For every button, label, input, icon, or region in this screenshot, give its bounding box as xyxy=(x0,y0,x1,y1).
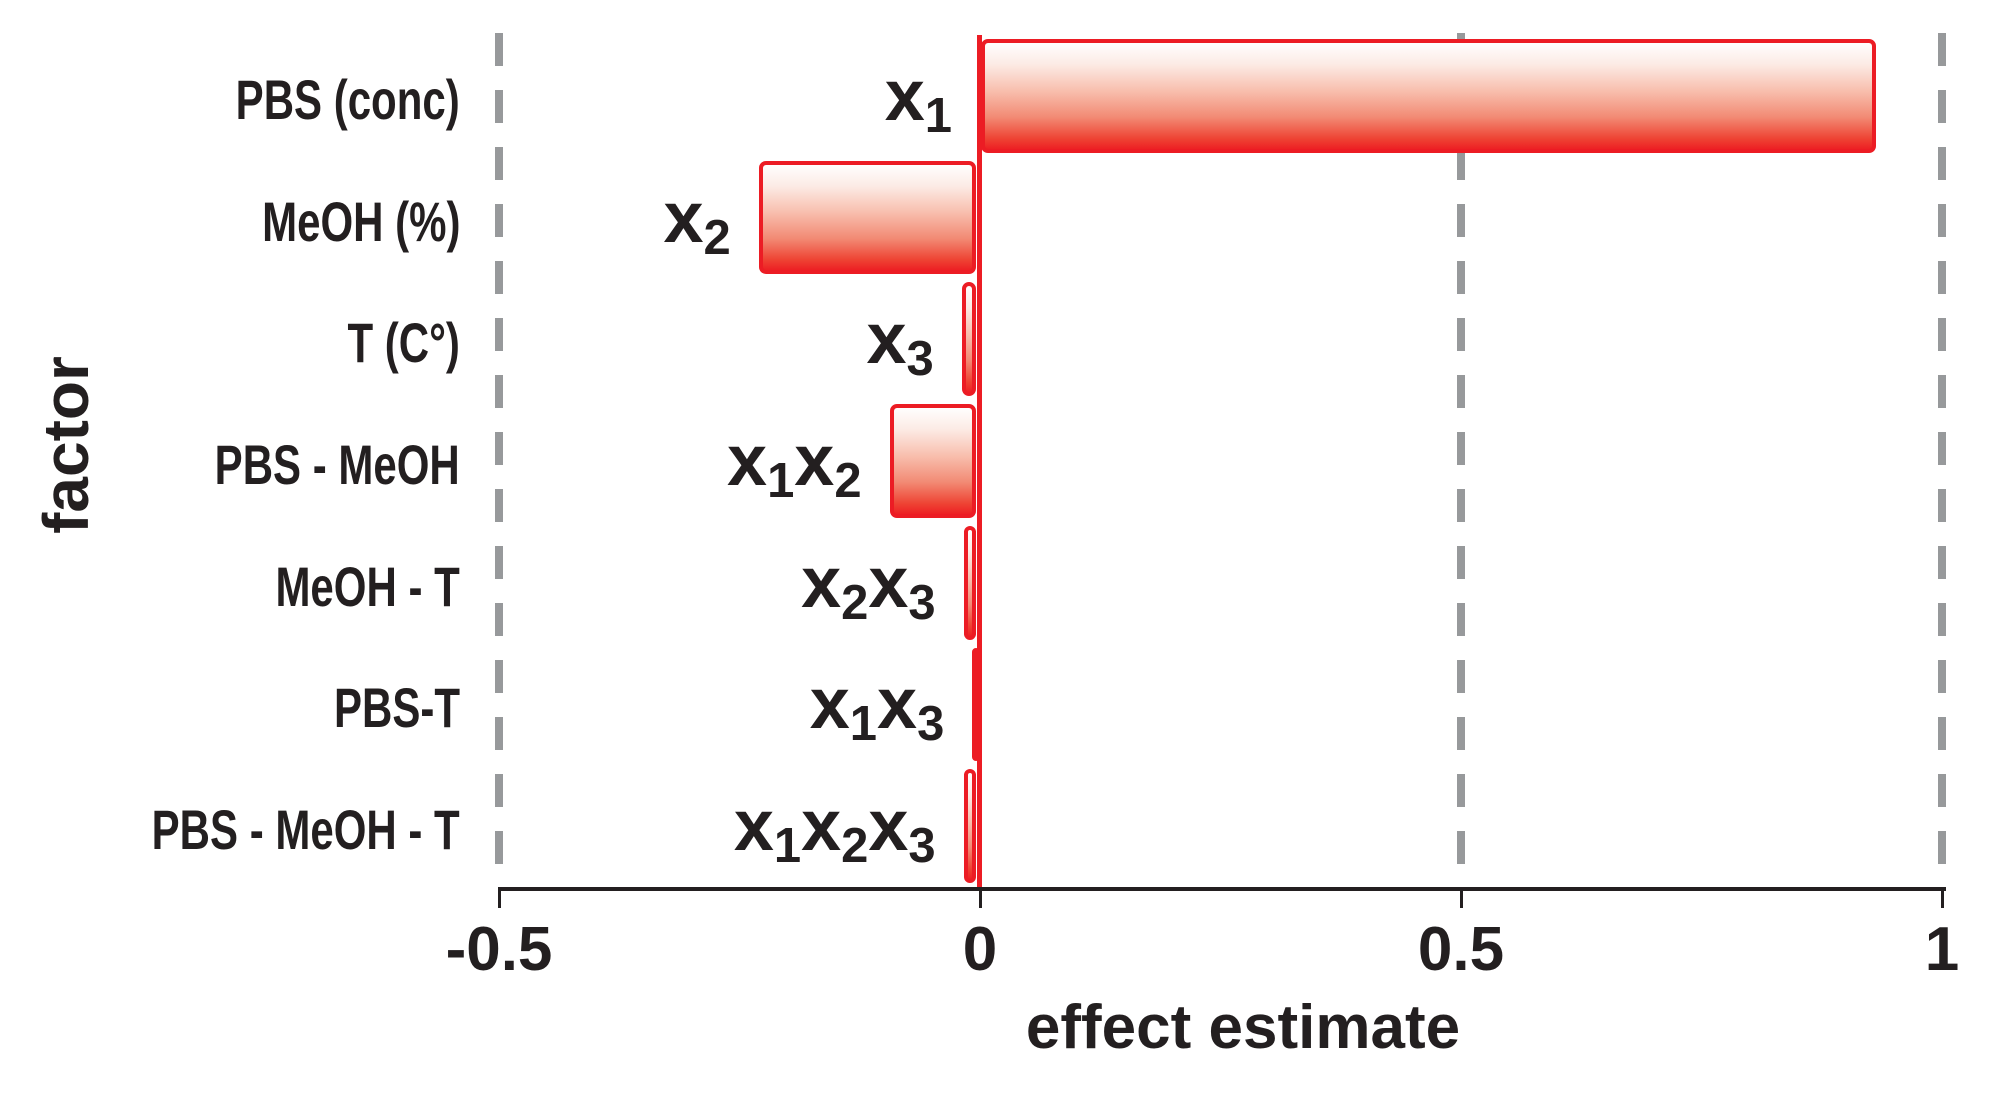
x-tick-1 xyxy=(1940,891,1944,908)
x-tick-label: 0.5 xyxy=(1417,915,1505,984)
y-axis-title: factor xyxy=(30,356,102,534)
effect-bar xyxy=(758,160,976,275)
x-axis-line xyxy=(498,887,1946,891)
bar-factor-code-label: x1x2x3 xyxy=(733,786,936,874)
category-label: PBS - MeOH - T xyxy=(151,798,460,862)
bar-factor-code-label: x3 xyxy=(866,299,934,387)
dashed-gridline--0.5 xyxy=(495,33,503,887)
x-tick-label: 1 xyxy=(1924,915,1960,984)
category-label: PBS-T xyxy=(334,676,460,740)
x-axis-title: effect estimate xyxy=(1025,993,1461,1062)
bar-factor-code-label: x1x2 xyxy=(727,420,862,509)
x-tick-0 xyxy=(978,891,982,908)
effect-bar xyxy=(963,525,976,640)
effect-bar xyxy=(972,647,981,762)
category-label: T (C°) xyxy=(347,311,460,375)
bar-factor-code-label: x1x3 xyxy=(809,664,945,752)
bar-factor-code-label: x2 xyxy=(663,177,731,265)
effect-bar xyxy=(961,282,976,397)
effect-bar xyxy=(889,404,976,518)
category-label: MeOH - T xyxy=(275,554,460,618)
category-label: PBS - MeOH xyxy=(214,432,460,496)
zero-baseline xyxy=(977,35,982,889)
effect-bar xyxy=(963,769,976,883)
x-tick-0.5 xyxy=(1459,891,1463,908)
x-tick-label: -0.5 xyxy=(445,915,553,984)
bar-factor-code-label: x2x3 xyxy=(801,542,936,630)
category-label: PBS (conc) xyxy=(235,67,460,131)
dashed-gridline-1 xyxy=(1938,33,1946,887)
category-label: MeOH (%) xyxy=(261,189,460,253)
dashed-gridline-0.5 xyxy=(1457,33,1465,887)
x-tick-label: 0 xyxy=(962,915,998,984)
x-tick--0.5 xyxy=(497,891,501,908)
bar-factor-code-label: x1 xyxy=(884,55,952,144)
effect-bar xyxy=(981,39,1876,153)
